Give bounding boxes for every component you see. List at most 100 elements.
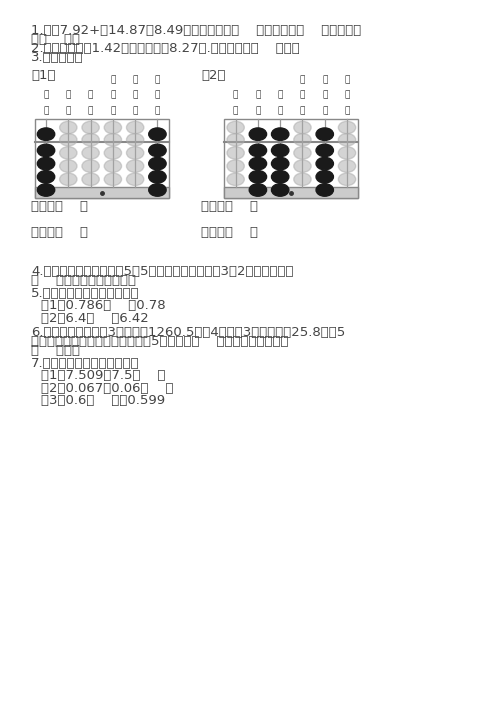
Ellipse shape [249, 184, 266, 196]
Text: （2）0.067＞0.06（    ）: （2）0.067＞0.06（ ） [41, 382, 173, 395]
Ellipse shape [38, 171, 54, 183]
Ellipse shape [38, 128, 54, 140]
Text: 7.想一想，括号内可以填几？: 7.想一想，括号内可以填几？ [31, 357, 140, 370]
Text: 位: 位 [44, 107, 49, 115]
Ellipse shape [272, 144, 289, 156]
Text: 千: 千 [344, 75, 350, 84]
Ellipse shape [227, 160, 244, 172]
Ellipse shape [272, 128, 289, 140]
Text: 十: 十 [66, 91, 71, 100]
Text: 2.玲玲买本用了1.42元，买笔用了8.27元.玲玲共花了（    ）元。: 2.玲玲买本用了1.42元，买笔用了8.27元.玲玲共花了（ ）元。 [31, 42, 300, 55]
Text: 位: 位 [278, 107, 283, 115]
Text: 十: 十 [300, 75, 305, 84]
Text: （1）: （1） [31, 69, 56, 82]
Ellipse shape [249, 144, 266, 156]
Polygon shape [224, 188, 358, 198]
Ellipse shape [104, 160, 122, 172]
Ellipse shape [249, 157, 266, 170]
Ellipse shape [38, 157, 54, 170]
Text: （    ）吨。: （ ）吨。 [31, 344, 80, 358]
Text: 位: 位 [322, 107, 328, 115]
Ellipse shape [227, 121, 244, 134]
Text: 是（    ）。: 是（ ）。 [31, 33, 80, 46]
Text: 4.小新买一本练习本用去5角5分，买一支铅笔用去3角2分，一共用去: 4.小新买一本练习本用去5角5分，买一支铅笔用去3角2分，一共用去 [31, 266, 294, 278]
Ellipse shape [272, 157, 289, 170]
Text: 6.某钢厂一座高炉，3月份炼钢1260.5吨，4月份比3月份多炼钢25.8吨，5: 6.某钢厂一座高炉，3月份炼钢1260.5吨，4月份比3月份多炼钢25.8吨，5 [31, 326, 346, 339]
Text: （3）0.6（    ）＞0.599: （3）0.6（ ）＞0.599 [41, 394, 165, 407]
Text: （1）0.786（    ）0.78: （1）0.786（ ）0.78 [41, 299, 166, 312]
Ellipse shape [316, 184, 334, 196]
Ellipse shape [126, 160, 144, 172]
Ellipse shape [126, 173, 144, 185]
Ellipse shape [294, 121, 311, 134]
Ellipse shape [104, 147, 122, 159]
Text: 千: 千 [154, 75, 160, 84]
Ellipse shape [227, 147, 244, 159]
Text: 十: 十 [255, 91, 260, 100]
Ellipse shape [338, 121, 355, 134]
Text: 百: 百 [233, 91, 238, 100]
Ellipse shape [82, 121, 100, 134]
Ellipse shape [104, 134, 122, 146]
Text: 百: 百 [132, 75, 138, 84]
Text: 个: 个 [278, 91, 283, 100]
Text: 读作：（    ）: 读作：（ ） [202, 226, 258, 239]
Ellipse shape [294, 173, 311, 185]
Ellipse shape [316, 157, 334, 170]
Text: 位: 位 [255, 107, 260, 115]
Ellipse shape [148, 157, 166, 170]
Ellipse shape [82, 160, 100, 172]
Text: 分: 分 [322, 91, 328, 100]
Ellipse shape [60, 160, 77, 172]
Ellipse shape [227, 173, 244, 185]
Ellipse shape [82, 147, 100, 159]
Text: （2）: （2） [202, 69, 226, 82]
Text: 写作：（    ）: 写作：（ ） [31, 200, 88, 213]
Ellipse shape [126, 147, 144, 159]
Text: 分: 分 [110, 91, 116, 100]
Ellipse shape [148, 171, 166, 183]
Ellipse shape [316, 128, 334, 140]
Ellipse shape [38, 184, 54, 196]
Ellipse shape [294, 147, 311, 159]
Ellipse shape [316, 144, 334, 156]
Text: 十: 十 [110, 75, 116, 84]
Ellipse shape [60, 173, 77, 185]
Ellipse shape [126, 121, 144, 134]
Ellipse shape [148, 128, 166, 140]
Text: 写作：（    ）: 写作：（ ） [202, 200, 258, 213]
Ellipse shape [60, 134, 77, 146]
Text: 月份炼钢吨数是前两个月的总和，5月份炼钢（    ）吨，三个月共炼钢: 月份炼钢吨数是前两个月的总和，5月份炼钢（ ）吨，三个月共炼钢 [31, 336, 289, 348]
Ellipse shape [249, 171, 266, 183]
Text: （2）6.4（    ）6.42: （2）6.4（ ）6.42 [41, 312, 148, 325]
Text: 分: 分 [300, 91, 305, 100]
Ellipse shape [338, 160, 355, 172]
Polygon shape [35, 188, 168, 198]
Text: 分: 分 [154, 91, 160, 100]
Ellipse shape [148, 184, 166, 196]
Text: 3.读读写写。: 3.读读写写。 [31, 52, 84, 64]
Text: 位: 位 [132, 107, 138, 115]
Text: 位: 位 [344, 107, 350, 115]
Text: 分: 分 [344, 91, 350, 100]
Text: 位: 位 [66, 107, 71, 115]
Ellipse shape [338, 173, 355, 185]
Ellipse shape [126, 134, 144, 146]
Ellipse shape [82, 134, 100, 146]
Ellipse shape [148, 144, 166, 156]
Text: 位: 位 [110, 107, 116, 115]
Text: 位: 位 [233, 107, 238, 115]
Ellipse shape [38, 144, 54, 156]
Text: 5.利用小数的性质比较大小。: 5.利用小数的性质比较大小。 [31, 287, 140, 299]
Text: 位: 位 [154, 107, 160, 115]
Text: 百: 百 [322, 75, 328, 84]
Ellipse shape [272, 171, 289, 183]
Ellipse shape [227, 134, 244, 146]
Text: 个: 个 [88, 91, 94, 100]
Ellipse shape [82, 173, 100, 185]
Ellipse shape [272, 184, 289, 196]
Ellipse shape [60, 147, 77, 159]
Ellipse shape [104, 121, 122, 134]
Text: 1.计算7.92+（14.87－8.49）时，要先算（    ）法，再算（    ）法；结果: 1.计算7.92+（14.87－8.49）时，要先算（ ）法，再算（ ）法；结果 [31, 24, 362, 38]
Ellipse shape [249, 128, 266, 140]
